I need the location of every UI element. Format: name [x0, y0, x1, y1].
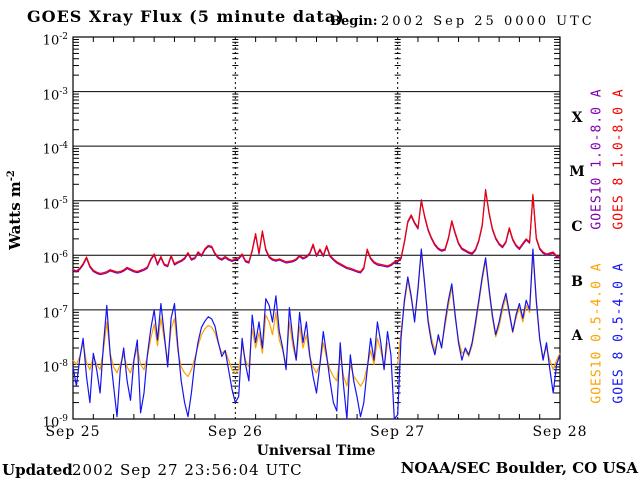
- flux-class-label-B: B: [571, 273, 583, 290]
- y-tick-label: 10-5: [42, 195, 68, 213]
- updated-timestamp: 2002 Sep 27 23:56:04 UTC: [72, 461, 303, 479]
- x-day-label: Sep 27: [370, 424, 426, 440]
- y-tick-label: 10-7: [42, 304, 68, 322]
- x-day-label: Sep 25: [45, 424, 101, 440]
- legend-label-blue: GOES 8 0.5-4.0 A: [611, 262, 627, 404]
- flux-class-label-A: A: [571, 328, 583, 345]
- legend-label-purple: GOES10 1.0-8.0 A: [589, 88, 605, 230]
- chart-title: GOES Xray Flux (5 minute data): [27, 7, 345, 26]
- y-axis-title-exponent: -2: [6, 170, 17, 182]
- y-axis-title-base: Watts m: [6, 181, 24, 250]
- updated-label: Updated: [2, 461, 73, 479]
- flux-class-label-X: X: [571, 109, 583, 126]
- x-axis-title: Universal Time: [256, 443, 376, 459]
- flux-class-label-C: C: [571, 219, 583, 235]
- y-tick-label: 10-8: [42, 359, 68, 376]
- y-tick-label: 10-4: [42, 141, 68, 158]
- legend-label-red: GOES 8 1.0-8.0 A: [611, 88, 627, 230]
- y-tick-label: 10-9: [42, 414, 68, 431]
- y-tick-label: 10-3: [42, 86, 68, 103]
- x-day-label: Sep 28: [532, 424, 588, 440]
- flux-class-label-M: M: [569, 164, 585, 181]
- trace-blue: [72, 248, 561, 420]
- trace-red: [72, 190, 561, 274]
- plot-frame: [72, 36, 561, 420]
- y-tick-label: 10-6: [42, 250, 68, 267]
- y-axis-title: Watts m-2: [6, 170, 24, 250]
- legend-label-orange: GOES10 0.5-4.0 A: [589, 262, 605, 404]
- y-tick-label: 10-2: [42, 32, 68, 49]
- begin-value: 2002 Sep 25 0000 UTC: [381, 14, 595, 29]
- credit-text: NOAA/SEC Boulder, CO USA: [400, 459, 638, 477]
- x-day-label: Sep 26: [207, 424, 263, 440]
- begin-label: Begin:: [330, 14, 378, 29]
